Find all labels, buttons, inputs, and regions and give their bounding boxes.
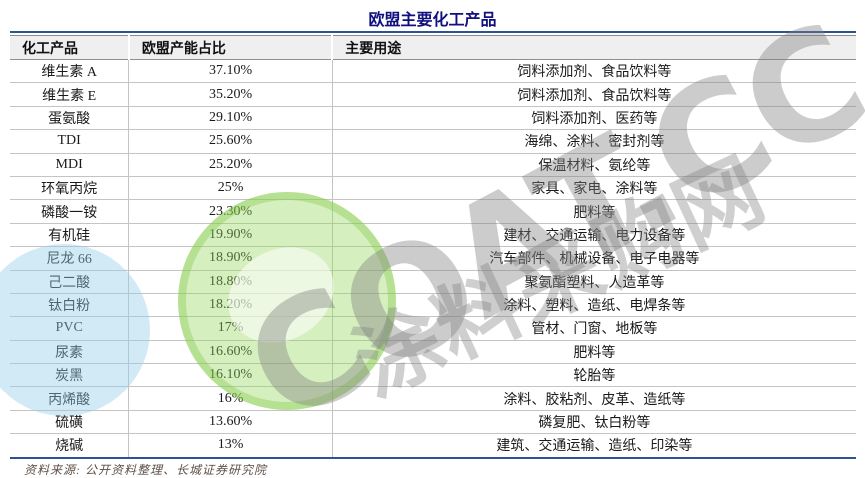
share-cell: 16.10% [128,363,333,388]
figure-title: 欧盟主要化工产品 [368,10,497,29]
uses-cell: 轮胎等 [331,363,856,388]
share-cell: 13.60% [128,410,333,435]
products-table-container: 化工产品 欧盟产能占比 主要用途 维生素 A 37.10% 饲料添加剂、食品饮料等维… [10,31,856,459]
share-cell: 25.60% [128,129,333,154]
table-row: 维生素 A 37.10% 饲料添加剂、食品饮料等 [10,59,856,84]
product-cell: 钛白粉 [10,293,129,318]
table-row: 丙烯酸 16% 涂料、胶粘剂、皮革、造纸等 [10,386,856,411]
product-cell: PVC [10,316,129,341]
product-cell: 有机硅 [10,223,129,248]
uses-cell: 涂料、胶粘剂、皮革、造纸等 [331,386,856,411]
uses-cell: 饲料添加剂、食品饮料等 [331,82,856,107]
share-cell: 19.90% [128,223,333,248]
product-cell: 尼龙 66 [10,246,129,271]
product-cell: 维生素 A [10,59,129,84]
share-cell: 18.90% [128,246,333,271]
table-row: 环氧丙烷 25% 家具、家电、涂料等 [10,176,856,201]
col-header-uses: 主要用途 [331,35,856,60]
uses-cell: 肥料等 [331,340,856,365]
table-row: PVC 17% 管材、门窗、地板等 [10,316,856,341]
table-row: TDI 25.60% 海绵、涂料、密封剂等 [10,129,856,154]
share-cell: 16% [128,386,333,411]
uses-cell: 汽车部件、机械设备、电子电器等 [331,246,856,271]
share-cell: 18.80% [128,270,333,294]
table-row: 钛白粉 18.20% 涂料、塑料、造纸、电焊条等 [10,293,856,318]
table-row: 炭黑 16.10% 轮胎等 [10,363,856,388]
product-cell: 炭黑 [10,363,129,388]
product-cell: 蛋氨酸 [10,106,129,131]
header-row: 化工产品 欧盟产能占比 主要用途 [10,35,856,60]
share-cell: 17% [128,316,333,341]
share-cell: 16.60% [128,340,333,365]
table-row: 尿素 16.60% 肥料等 [10,340,856,365]
table-row: 维生素 E 35.20% 饲料添加剂、食品饮料等 [10,82,856,107]
uses-cell: 聚氨酯塑料、人造革等 [331,270,856,294]
product-cell: 环氧丙烷 [10,176,129,201]
uses-cell: 管材、门窗、地板等 [331,316,856,341]
product-cell: 己二酸 [10,270,129,294]
product-cell: MDI [10,153,129,177]
share-cell: 13% [128,433,333,459]
share-cell: 25% [128,176,333,201]
table-row: 尼龙 66 18.90% 汽车部件、机械设备、电子电器等 [10,246,856,271]
table-row: 磷酸一铵 23.30% 肥料等 [10,199,856,224]
uses-cell: 家具、家电、涂料等 [331,176,856,201]
uses-cell: 肥料等 [331,199,856,224]
product-cell: 维生素 E [10,82,129,107]
uses-cell: 涂料、塑料、造纸、电焊条等 [331,293,856,318]
product-cell: TDI [10,129,129,154]
share-cell: 25.20% [128,153,333,177]
table-row: 蛋氨酸 29.10% 饲料添加剂、医药等 [10,106,856,131]
uses-cell: 建筑、交通运输、造纸、印染等 [331,433,856,459]
table-row: 有机硅 19.90% 建材、交通运输、电力设备等 [10,223,856,248]
share-cell: 29.10% [128,106,333,131]
product-cell: 尿素 [10,340,129,365]
uses-cell: 保温材料、氨纶等 [331,153,856,177]
uses-cell: 饲料添加剂、食品饮料等 [331,59,856,84]
share-cell: 23.30% [128,199,333,224]
product-cell: 硫磺 [10,410,129,435]
col-header-product: 化工产品 [10,35,129,60]
share-cell: 37.10% [128,59,333,84]
table-row: 己二酸 18.80% 聚氨酯塑料、人造革等 [10,270,856,294]
uses-cell: 磷复肥、钛白粉等 [331,410,856,435]
table-row: MDI 25.20% 保温材料、氨纶等 [10,153,856,177]
table-row: 硫磺 13.60% 磷复肥、钛白粉等 [10,410,856,435]
table-row: 烧碱 13% 建筑、交通运输、造纸、印染等 [10,433,856,459]
uses-cell: 建材、交通运输、电力设备等 [331,223,856,248]
product-cell: 丙烯酸 [10,386,129,411]
products-table: 化工产品 欧盟产能占比 主要用途 维生素 A 37.10% 饲料添加剂、食品饮料等维… [10,35,856,459]
share-cell: 18.20% [128,293,333,318]
share-cell: 35.20% [128,82,333,107]
uses-cell: 饲料添加剂、医药等 [331,106,856,131]
product-cell: 磷酸一铵 [10,199,129,224]
col-header-share: 欧盟产能占比 [127,35,333,60]
source-note: 资料来源: 公开资料整理、长城证券研究院 [24,463,267,477]
product-cell: 烧碱 [10,433,129,459]
uses-cell: 海绵、涂料、密封剂等 [331,129,856,154]
